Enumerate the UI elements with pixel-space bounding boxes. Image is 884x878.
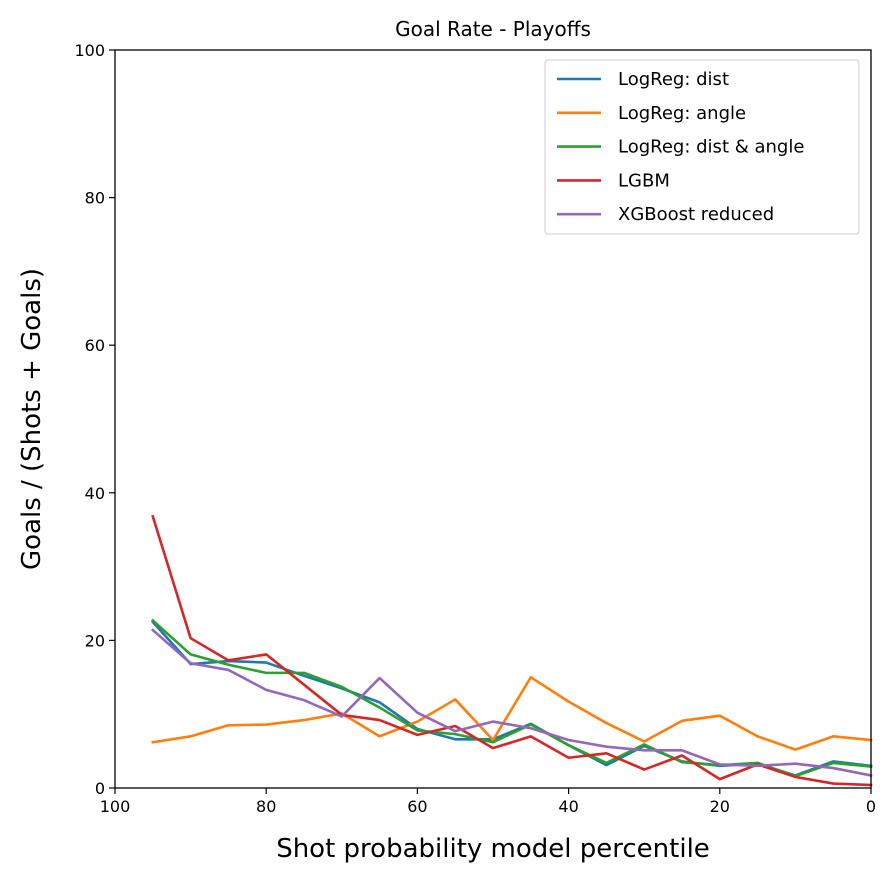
- y-tick-label: 60: [85, 336, 105, 355]
- legend-label-2: LogReg: dist & angle: [618, 137, 804, 158]
- x-tick-label: 0: [866, 797, 876, 816]
- legend-label-3: LGBM: [618, 170, 670, 191]
- x-tick-label: 100: [100, 797, 131, 816]
- legend-label-0: LogReg: dist: [618, 69, 729, 90]
- series-line-4: [150, 628, 873, 777]
- plot-area: [150, 514, 873, 787]
- legend-box: [544, 59, 860, 235]
- axes-frame: [114, 49, 872, 789]
- x-tick-label: 20: [710, 797, 730, 816]
- legend-label-4: XGBoost reduced: [618, 204, 774, 225]
- series-line-0: [150, 620, 873, 777]
- y-tick-label: 40: [85, 484, 105, 503]
- y-tick-label: 20: [85, 631, 105, 650]
- legend: LogReg: dist LogReg: angle LogReg: dist & …: [544, 59, 860, 235]
- x-tick-label: 40: [558, 797, 578, 816]
- y-axis-title: Goals / (Shots + Goals): [17, 268, 47, 570]
- series-line-3: [151, 514, 873, 787]
- x-tick-label: 60: [407, 797, 427, 816]
- x-axis-title: Shot probability model percentile: [276, 834, 710, 864]
- series-line-1: [151, 675, 873, 751]
- series-line-2: [150, 618, 873, 778]
- legend-label-1: LogReg: angle: [618, 103, 746, 124]
- y-tick-label: 0: [95, 779, 105, 798]
- axis-ticks: 100 80 60 40 20 0 0 20 40 60 80 100: [74, 41, 876, 816]
- y-tick-label: 100: [74, 41, 105, 60]
- chart-title: Goal Rate - Playoffs: [395, 17, 591, 41]
- y-tick-label: 80: [85, 189, 105, 208]
- x-tick-label: 80: [256, 797, 276, 816]
